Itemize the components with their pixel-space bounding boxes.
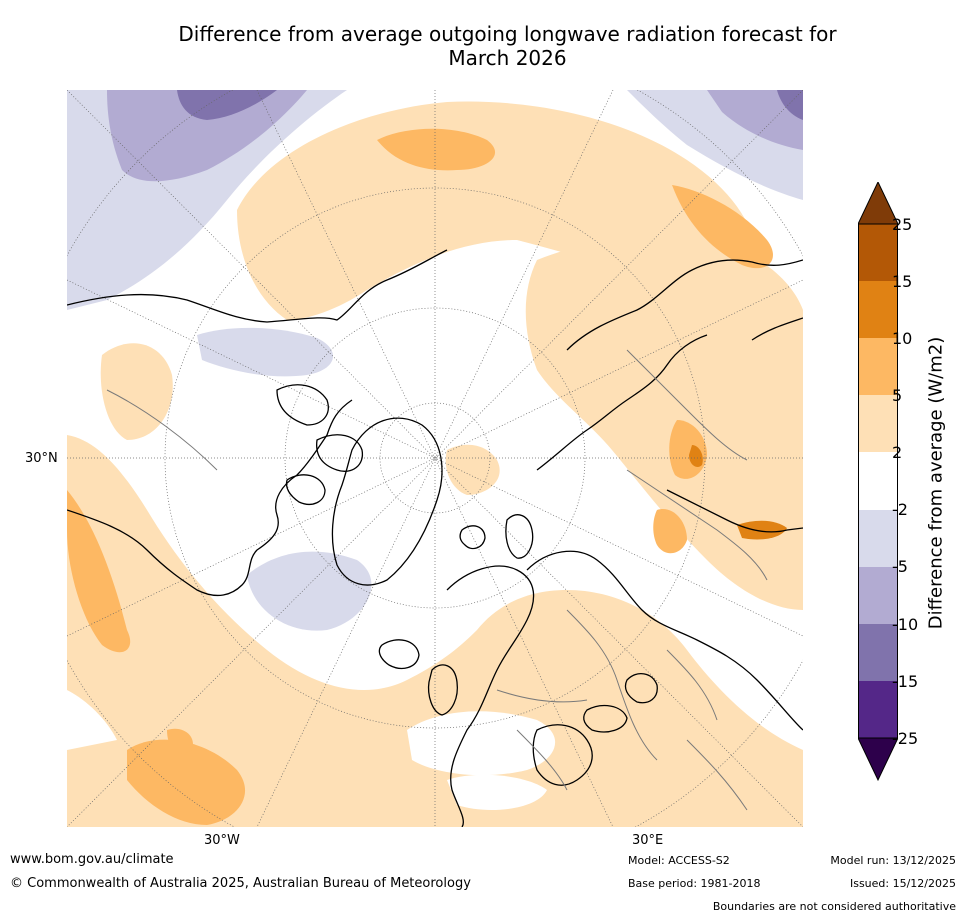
footer-base-period: Base period: 1981-2018 <box>628 877 761 890</box>
anomaly-region-pos-northern-pacific-core <box>377 128 496 171</box>
colorbar-swatch-5-10 <box>858 338 898 395</box>
colorbar-swatch-m5-m2 <box>858 510 898 567</box>
colorbar-swatch-m25-m15 <box>858 681 898 738</box>
colorbar-tick-neg10: -10 <box>892 615 919 634</box>
colorbar-tick-neg2: -2 <box>892 500 908 519</box>
footer-model: Model: ACCESS-S2 <box>628 854 730 867</box>
colorbar-swatch-m15-m10 <box>858 624 898 681</box>
footer-issued: Issued: 15/12/2025 <box>849 877 956 890</box>
colorbar-swatch-neutral <box>858 452 898 510</box>
polar-map[interactable] <box>67 90 803 827</box>
colorbar-tick-neg25: -25 <box>892 729 919 748</box>
colorbar-tick-neg5: -5 <box>892 557 908 576</box>
title-line-1: Difference from average outgoing longwav… <box>178 22 837 46</box>
neutral-region-europe <box>407 711 556 776</box>
colorbar-tick-10: 10 <box>892 329 913 348</box>
colorbar-tick-25: 25 <box>892 215 913 234</box>
colorbar-tick-neg15: -15 <box>892 672 919 691</box>
lon-label-30e: 30°E <box>632 833 664 848</box>
colorbar-swatch-10-15 <box>858 281 898 338</box>
neutral-region-mediterranean <box>447 774 547 810</box>
country-borders <box>106 349 768 811</box>
anomaly-region-neg-canada <box>197 327 334 377</box>
lat-label-30n: 30°N <box>25 451 58 466</box>
colorbar-tick-15: 15 <box>892 272 913 291</box>
footer-disclaimer: Boundaries are not considered authoritat… <box>712 900 956 913</box>
anomaly-region-pos-siberia-core <box>672 185 773 269</box>
colorbar <box>857 180 899 782</box>
colorbar-swatch-2-5 <box>858 395 898 452</box>
colorbar-swatch-15-25 <box>858 224 898 281</box>
footer-model-run: Model run: 13/12/2025 <box>830 854 956 867</box>
anomaly-region-neg-strong-ne <box>777 90 803 120</box>
colorbar-label: Difference from average (W/m2) <box>925 336 947 630</box>
neutral-region-atlantic <box>67 690 117 750</box>
colorbar-swatch-m10-m5 <box>858 567 898 624</box>
anomaly-region-pos-alaska <box>100 343 173 440</box>
anomaly-region-pos-strong-tibet <box>689 445 703 467</box>
anomaly-region-pos-south-core <box>127 739 246 825</box>
anomaly-region-pos-atlantic-core <box>67 490 131 653</box>
anomaly-region-neg-strong-nw <box>177 90 277 120</box>
anomaly-region-neg-pacific-ne <box>707 90 803 150</box>
anomaly-region-pos-strong-himalaya <box>737 520 787 540</box>
anomaly-region-pos-tibet-core <box>653 509 687 554</box>
title-line-2: March 2026 <box>448 46 567 70</box>
lon-label-30w: 30°W <box>204 833 240 848</box>
colorbar-tick-2: 2 <box>892 443 903 462</box>
graticule <box>67 90 803 827</box>
anomaly-region-pos-north-pacific <box>237 101 760 320</box>
footer-website[interactable]: www.bom.gov.au/climate <box>10 852 174 867</box>
footer-copyright: © Commonwealth of Australia 2025, Austra… <box>10 876 471 891</box>
anomaly-region-pos-small-core <box>167 728 193 754</box>
anomaly-region-neg-pacific-nw <box>107 90 307 182</box>
chart-title: Difference from average outgoing longwav… <box>100 22 915 70</box>
coastlines <box>67 249 803 827</box>
colorbar-tick-5: 5 <box>892 386 903 405</box>
